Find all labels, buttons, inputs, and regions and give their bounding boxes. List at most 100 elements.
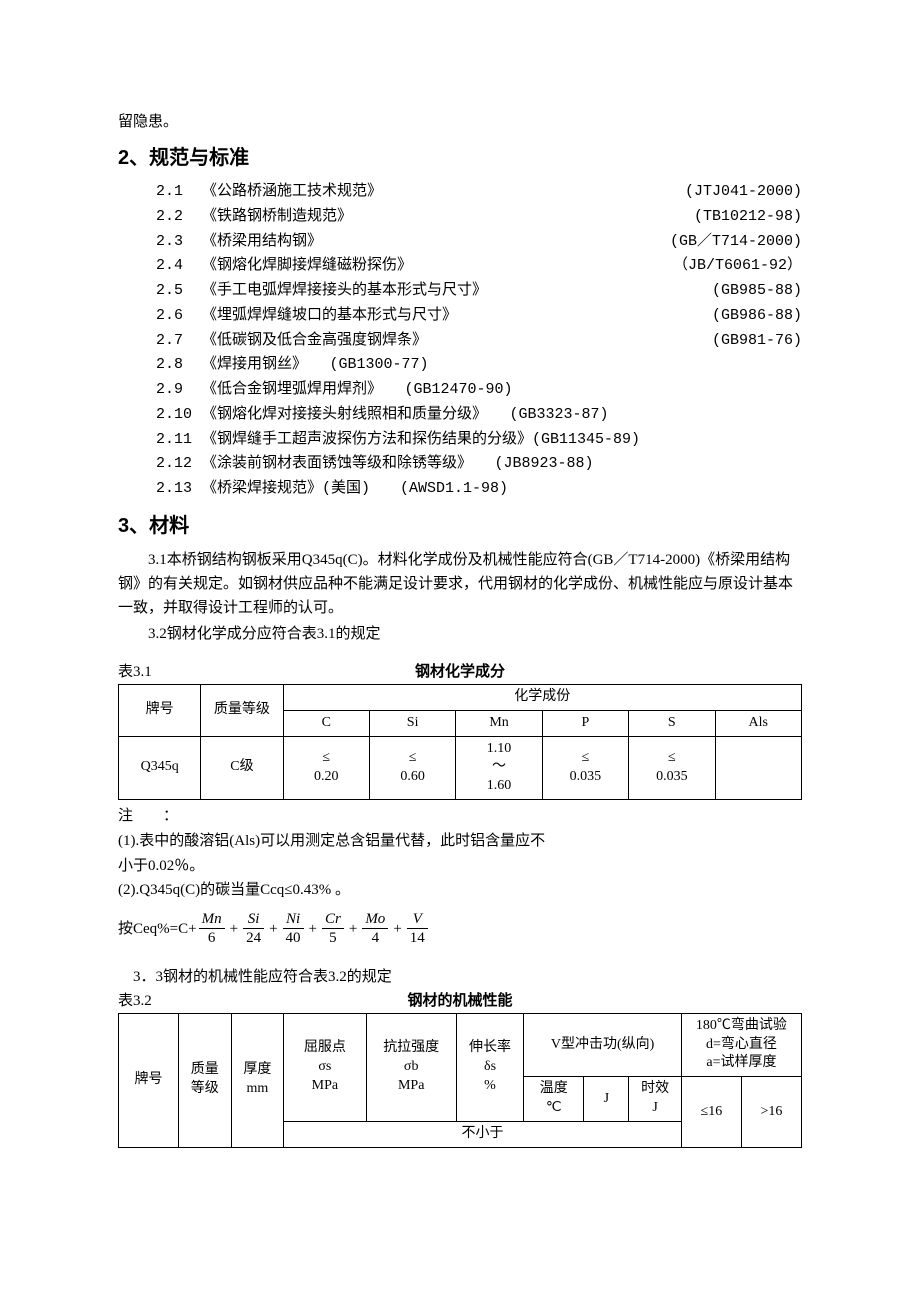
standard-row: 2.5《手工电弧焊焊接接头的基本形式与尺寸》(GB985-88) (156, 279, 802, 304)
fraction-denominator: 4 (362, 929, 388, 947)
td-quality: C级 (201, 736, 283, 800)
th-yield: 屈服点 σs MPa (284, 1013, 367, 1121)
standard-index: 2.10 (156, 403, 202, 428)
standard-index: 2.9 (156, 378, 202, 403)
td-s: ≤ 0.035 (629, 736, 715, 800)
th-grade: 牌号 (119, 1013, 179, 1147)
table-3-1: 牌号 质量等级 化学成份 C Si Mn P S Als Q345q C级 ≤ … (118, 684, 802, 800)
th-le16: ≤16 (681, 1077, 741, 1148)
fraction-numerator: V (407, 911, 428, 929)
standard-index: 2.12 (156, 452, 202, 477)
plus-sign: + (349, 917, 357, 941)
th-quality: 质量等级 (201, 684, 283, 736)
standard-code: (GB986-88) (712, 304, 802, 329)
table-3-1-notes: 注 ： (1).表中的酸溶铝(Als)可以用测定总含铝量代替，此时铝含量应不 小… (118, 804, 802, 903)
formula-lead: 按Ceq%=C+ (118, 917, 197, 941)
standard-title: 《低合金钢埋弧焊用焊剂》 (GB12470-90) (202, 378, 802, 403)
standard-index: 2.2 (156, 205, 202, 230)
standard-row: 2.4《钢熔化焊脚接焊缝磁粉探伤》（JB/T6061-92） (156, 254, 802, 279)
th-quality: 质量 等级 (179, 1013, 232, 1147)
fraction-denominator: 6 (199, 929, 225, 947)
notes-lead: 注 ： (118, 804, 802, 829)
td-si: ≤ 0.60 (369, 736, 455, 800)
table-3-1-label: 表3.1 (118, 660, 228, 684)
standard-index: 2.13 (156, 477, 202, 502)
standard-code: (GB985-88) (712, 279, 802, 304)
th-temp: 温度 ℃ (524, 1077, 584, 1122)
document-page: 留隐患。 2、规范与标准 2.1《公路桥涵施工技术规范》(JTJ041-2000… (0, 0, 920, 1302)
fraction-numerator: Mo (362, 911, 388, 929)
table-3-2-title: 钢材的机械性能 (228, 989, 692, 1013)
th-impact-group: V型冲击功(纵向) (524, 1013, 682, 1077)
table-3-1-caption: 表3.1 钢材化学成分 (118, 660, 802, 684)
para-3-3-text: 3．3钢材的机械性能应符合表3.2的规定 (133, 969, 392, 985)
th-grade: 牌号 (119, 684, 201, 736)
standard-title: 《钢焊缝手工超声波探伤方法和探伤结果的分级》(GB11345-89) (202, 428, 802, 453)
th-elong: 伸长率 δs % (456, 1013, 524, 1121)
th-c: C (283, 710, 369, 736)
td-grade: Q345q (119, 736, 201, 800)
table-3-1-title: 钢材化学成分 (228, 660, 692, 684)
standard-row: 2.12《涂装前钢材表面锈蚀等级和除锈等级》 (JB8923-88) (156, 452, 802, 477)
continued-text: 留隐患。 (118, 110, 802, 134)
th-aging: 时效 J (629, 1077, 682, 1122)
standard-row: 2.11《钢焊缝手工超声波探伤方法和探伤结果的分级》(GB11345-89) (156, 428, 802, 453)
th-gt16: >16 (741, 1077, 801, 1148)
standard-row: 2.10《钢熔化焊对接接头射线照相和质量分级》 (GB3323-87) (156, 403, 802, 428)
standard-row: 2.3《桥梁用结构钢》(GB／T714-2000) (156, 230, 802, 255)
section-2-heading: 2、规范与标准 (118, 142, 802, 174)
standard-code: （JB/T6061-92） (673, 254, 802, 279)
standard-index: 2.6 (156, 304, 202, 329)
standard-title: 《焊接用钢丝》 (GB1300-77) (202, 353, 802, 378)
fraction-denominator: 14 (407, 929, 428, 947)
standard-row: 2.8《焊接用钢丝》 (GB1300-77) (156, 353, 802, 378)
th-j: J (584, 1077, 629, 1122)
standard-code: (GB981-76) (712, 329, 802, 354)
standard-index: 2.4 (156, 254, 202, 279)
standard-row: 2.9《低合金钢埋弧焊用焊剂》 (GB12470-90) (156, 378, 802, 403)
fraction-numerator: Mn (199, 911, 225, 929)
standard-title: 《桥梁用结构钢》 (202, 230, 670, 255)
th-als: Als (715, 710, 801, 736)
standard-row: 2.2《铁路钢桥制造规范》(TB10212-98) (156, 205, 802, 230)
plus-sign: + (393, 917, 401, 941)
para-3-1-text: 3.1本桥钢结构钢板采用Q345q(C)。材料化学成份及机械性能应符合(GB／T… (118, 552, 793, 616)
standard-title: 《公路桥涵施工技术规范》 (202, 180, 685, 205)
standard-index: 2.5 (156, 279, 202, 304)
fraction-numerator: Cr (322, 911, 344, 929)
th-thickness: 厚度 mm (231, 1013, 284, 1147)
fraction-denominator: 40 (283, 929, 304, 947)
standard-index: 2.7 (156, 329, 202, 354)
th-chem: 化学成份 (283, 684, 801, 710)
fraction: Mo4 (362, 911, 388, 947)
standard-index: 2.3 (156, 230, 202, 255)
th-p: P (542, 710, 628, 736)
standard-row: 2.6《埋弧焊焊缝坡口的基本形式与尺寸》(GB986-88) (156, 304, 802, 329)
th-tensile: 抗拉强度 σb MPa (366, 1013, 456, 1121)
fraction-numerator: Si (243, 911, 264, 929)
fraction: Mn6 (199, 911, 225, 947)
standard-row: 2.1《公路桥涵施工技术规范》(JTJ041-2000) (156, 180, 802, 205)
td-als (715, 736, 801, 800)
table-3-2-caption: 表3.2 钢材的机械性能 (118, 989, 802, 1013)
note-1-line-a: (1).表中的酸溶铝(Als)可以用测定总含铝量代替，此时铝含量应不 (118, 829, 802, 854)
table-row: Q345q C级 ≤ 0.20 ≤ 0.60 1.10 ～ 1.60 ≤ 0.0… (119, 736, 802, 800)
fraction: V14 (407, 911, 428, 947)
plus-sign: + (230, 917, 238, 941)
standard-index: 2.11 (156, 428, 202, 453)
standard-code: (TB10212-98) (694, 205, 802, 230)
ceq-formula: 按Ceq%=C+Mn6+Si24+Ni40+Cr5+Mo4+V14 (118, 911, 802, 947)
plus-sign: + (309, 917, 317, 941)
th-not-less: 不小于 (284, 1122, 682, 1148)
th-mn: Mn (456, 710, 542, 736)
td-c: ≤ 0.20 (283, 736, 369, 800)
fraction-denominator: 5 (322, 929, 344, 947)
standard-title: 《钢熔化焊脚接焊缝磁粉探伤》 (202, 254, 673, 279)
th-si: Si (369, 710, 455, 736)
standard-code: (JTJ041-2000) (685, 180, 802, 205)
th-bend-group: 180℃弯曲试验 d=弯心直径 a=试样厚度 (681, 1013, 801, 1077)
standard-title: 《手工电弧焊焊接接头的基本形式与尺寸》 (202, 279, 712, 304)
fraction: Si24 (243, 911, 264, 947)
standard-title: 《桥梁焊接规范》(美国) (AWSD1.1-98) (202, 477, 802, 502)
para-3-2-text: 3.2钢材化学成分应符合表3.1的规定 (148, 626, 381, 642)
